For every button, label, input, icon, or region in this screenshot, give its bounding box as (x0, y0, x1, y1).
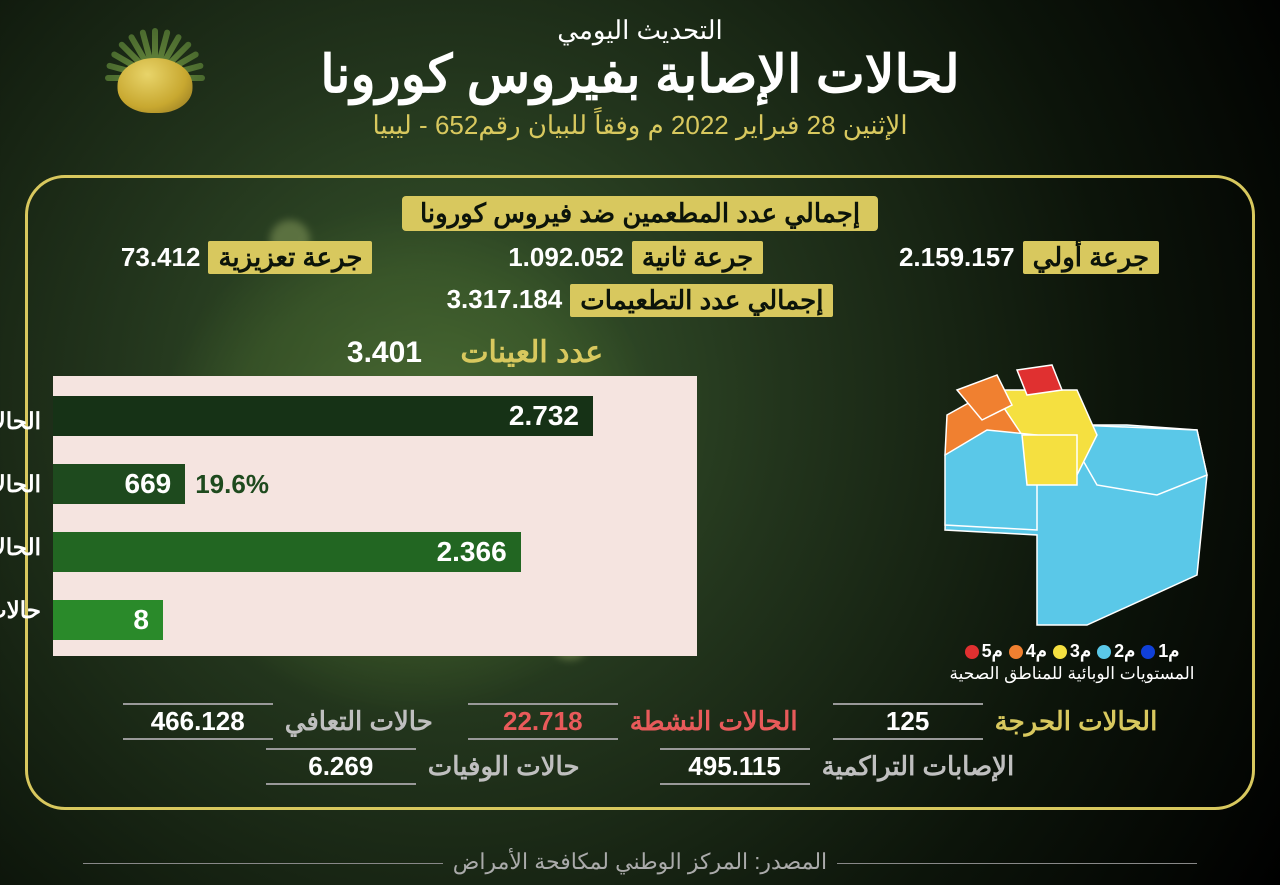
legend-swatch (1141, 645, 1155, 659)
stat-item: حالات الوفيات6.269 (266, 748, 580, 785)
bar-chart: 2.732 669 19.6% 2.366 8 (53, 376, 697, 656)
bar-category-label: الحالات الموجبة (0, 471, 53, 498)
dose-value: 73.412 (121, 242, 201, 273)
dose-value: 1.092.052 (508, 242, 624, 273)
samples-value: 3.401 (347, 336, 422, 369)
legend-swatch (1097, 645, 1111, 659)
bar: 2.732 (53, 396, 593, 436)
stat-value: 22.718 (468, 703, 618, 740)
stat-item: الحالات النشطة22.718 (468, 703, 798, 740)
chart-column: عدد العينات 3.401 الحالات السالبةالحالات… (53, 335, 897, 684)
samples-count: عدد العينات 3.401 (53, 335, 897, 370)
stat-item: الإصابات التراكمية495.115 (660, 748, 1015, 785)
stat-label: حالات التعافي (273, 706, 433, 736)
legend-item: م4 (1009, 641, 1047, 662)
bar-row: 8 (53, 594, 685, 646)
bar: 669 (53, 464, 185, 504)
stat-value: 125 (833, 703, 983, 740)
bar-row: 669 19.6% (53, 458, 685, 510)
legend-swatch (1053, 645, 1067, 659)
stat-item: الحالات الحرجة125 (833, 703, 1158, 740)
bar-category-label: حالات الوفيات (0, 597, 53, 624)
map-legend-title: المستويات الوبائية للمناطق الصحية (917, 664, 1227, 684)
vaccination-doses-row: جرعة أولي2.159.157جرعة ثانية1.092.052جرع… (53, 241, 1227, 274)
dose-value: 2.159.157 (899, 242, 1015, 273)
stat-label: الحالات النشطة (618, 706, 798, 736)
dose-label: جرعة أولي (1023, 241, 1159, 274)
dose-item: جرعة أولي 2.159.157 (899, 241, 1159, 274)
stat-item: حالات التعافي466.128 (123, 703, 433, 740)
source-line: المصدر: المركز الوطني لمكافحة الأمراض (0, 849, 1280, 875)
libya-map (927, 335, 1227, 635)
map-legend-row: م1 م2 م3 م4 م5 (917, 641, 1227, 662)
legend-item: م1 (1141, 641, 1179, 662)
stat-value: 466.128 (123, 703, 273, 740)
logo (70, 18, 240, 118)
bar-row: 2.366 (53, 526, 685, 578)
legend-item: م2 (1097, 641, 1135, 662)
dose-label: جرعة تعزيزية (208, 241, 372, 274)
bar-labels: الحالات السالبة الحالات الموجبة الحالات ال… (0, 376, 53, 656)
vaccination-total-label: إجمالي عدد التطعيمات (570, 284, 833, 317)
bar-category-label: الحالات السالبة (0, 408, 53, 435)
stat-label: الإصابات التراكمية (810, 751, 1015, 781)
bar-extra: 19.6% (195, 469, 269, 500)
vaccination-total: إجمالي عدد التطعيمات 3.317.184 (53, 284, 1227, 317)
stat-label: حالات الوفيات (416, 751, 580, 781)
legend-swatch (965, 645, 979, 659)
dose-item: جرعة ثانية 1.092.052 (508, 241, 763, 274)
vaccination-total-value: 3.317.184 (447, 284, 563, 317)
dose-item: جرعة تعزيزية73.412 (121, 241, 373, 274)
stat-value: 6.269 (266, 748, 416, 785)
cumulative-stats: الحالات الحرجة125 الحالات النشطة22.718 حال… (53, 703, 1227, 793)
stat-label: الحالات الحرجة (983, 706, 1158, 736)
dose-label: جرعة ثانية (632, 241, 763, 274)
legend-item: م3 (1053, 641, 1091, 662)
vaccination-panel-title: إجمالي عدد المطعمين ضد فيروس كورونا (402, 196, 878, 231)
bar-row: 2.732 (53, 390, 685, 442)
bar: 2.366 (53, 532, 521, 572)
samples-label: عدد العينات (460, 336, 603, 369)
stat-value: 495.115 (660, 748, 810, 785)
bar-category-label: الحالات المتعافية (0, 534, 53, 561)
map-column: م1 م2 م3 م4 م5 المستويات الوبائية للمناطق ال… (917, 335, 1227, 684)
main-panel: إجمالي عدد المطعمين ضد فيروس كورونا جرعة… (25, 175, 1255, 810)
legend-item: م5 (965, 641, 1003, 662)
bar: 8 (53, 600, 163, 640)
legend-swatch (1009, 645, 1023, 659)
